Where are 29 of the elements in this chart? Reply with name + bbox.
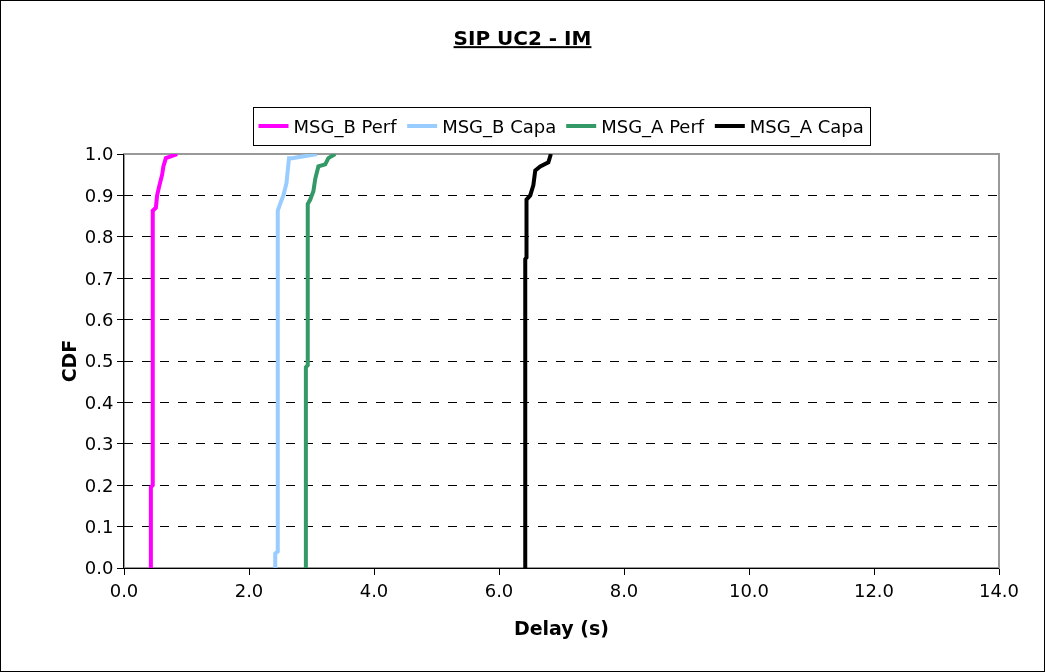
x-tick-label: 10.0	[728, 579, 770, 601]
y-tick-label: 0.8	[84, 226, 114, 248]
x-tick-label: 4.0	[359, 579, 389, 601]
line-series	[148, 154, 180, 568]
y-tick-label: 0.5	[84, 350, 114, 372]
y-tick-label: 0.1	[84, 515, 114, 537]
y-tick-label: 0.6	[84, 308, 114, 330]
x-tick-label: 8.0	[609, 579, 639, 601]
y-tick-label: 0.7	[84, 267, 114, 289]
legend-label: MSG_B Capa	[442, 115, 557, 138]
y-tick-label: 0.4	[84, 391, 114, 413]
legend-label: MSG_A Capa	[749, 115, 864, 138]
x-tick-label: 6.0	[484, 579, 514, 601]
x-tick-label: 12.0	[853, 579, 895, 601]
y-tick-label: 0.0	[84, 557, 114, 579]
x-tick-label: 14.0	[978, 579, 1020, 601]
line-series	[273, 154, 320, 568]
y-axis-title: CDF	[58, 339, 80, 383]
y-tick-label: 0.9	[84, 184, 114, 206]
x-axis-title: Delay (s)	[513, 617, 610, 639]
y-tick-label: 0.2	[84, 474, 114, 496]
x-tick-label: 2.0	[234, 579, 264, 601]
legend-label: MSG_B Perf	[293, 115, 398, 138]
line-series	[303, 154, 338, 568]
y-tick-label: 0.3	[84, 433, 114, 455]
chart-title: SIP UC2 - IM	[453, 26, 592, 51]
legend-label: MSG_A Perf	[601, 115, 705, 138]
y-tick-label: 1.0	[84, 143, 114, 165]
x-tick-label: 0.0	[109, 579, 139, 601]
